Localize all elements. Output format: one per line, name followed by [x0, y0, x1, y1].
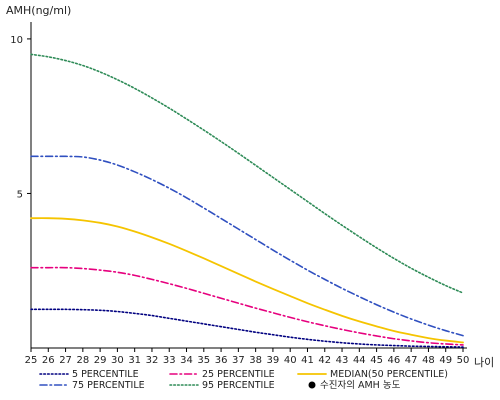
x-tick-label: 37	[232, 355, 245, 366]
x-axis-title: 나이	[474, 356, 494, 369]
x-tick-label: 25	[25, 355, 38, 366]
x-tick-label: 31	[128, 355, 141, 366]
legend-point-marker	[308, 381, 316, 389]
x-tick-label: 30	[111, 355, 124, 366]
x-tick-label: 32	[146, 355, 159, 366]
x-tick-label: 46	[388, 355, 401, 366]
x-tick-label: 49	[439, 355, 452, 366]
legend-label-1: 25 PERCENTILE	[202, 369, 275, 380]
x-tick-label: 29	[94, 355, 107, 366]
series-line-4	[30, 53, 464, 294]
x-tick-label: 47	[405, 355, 418, 366]
legend-label-4: 95 PERCENTILE	[202, 380, 275, 391]
x-tick-label: 34	[180, 355, 193, 366]
series-line-1	[30, 266, 464, 346]
x-tick-label: 33	[163, 355, 176, 366]
series-line-2	[30, 217, 464, 344]
x-tick-label: 36	[215, 355, 228, 366]
series-line-0	[30, 308, 464, 348]
x-tick-label: 50	[457, 355, 470, 366]
x-tick-label: 44	[353, 355, 366, 366]
y-tick-label: 10	[10, 35, 23, 46]
y-axis-title: AMH(ng/ml)	[6, 4, 71, 17]
x-tick-label: 28	[76, 355, 89, 366]
legend: 5 PERCENTILE 25 PERCENTILE MEDIAN(50 PERCE…	[39, 369, 448, 391]
chart-axes: 5 10 25 26 27 28 29 30 31 32 33 34 35 36 37 38 39 40 41 42 4…	[10, 22, 469, 366]
x-tick-label: 41	[301, 355, 314, 366]
x-tick-label: 38	[249, 355, 262, 366]
x-tick-label: 43	[336, 355, 349, 366]
x-tick-label: 35	[197, 355, 210, 366]
x-tick-label: 39	[267, 355, 280, 366]
series-line-3	[30, 155, 464, 337]
legend-label-3: 75 PERCENTILE	[72, 380, 145, 391]
legend-label-0: 5 PERCENTILE	[72, 369, 139, 380]
x-tick-label: 26	[42, 355, 55, 366]
legend-label-point: 수진자의 AMH 농도	[320, 380, 401, 391]
series-layer	[30, 53, 464, 348]
legend-label-2: MEDIAN(50 PERCENTILE)	[330, 369, 448, 380]
x-tick-label: 27	[59, 355, 72, 366]
x-tick-label: 48	[422, 355, 435, 366]
x-tick-label: 42	[318, 355, 331, 366]
x-tick-label: 45	[370, 355, 383, 366]
y-tick-label: 5	[17, 189, 23, 200]
x-tick-label: 40	[284, 355, 297, 366]
